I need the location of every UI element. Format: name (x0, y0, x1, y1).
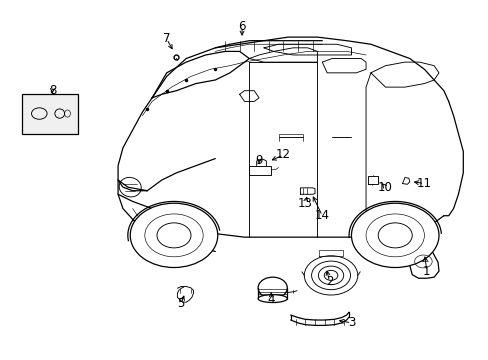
Text: 5: 5 (177, 297, 184, 310)
Text: 9: 9 (255, 154, 262, 167)
Text: 11: 11 (416, 177, 431, 190)
Circle shape (130, 203, 217, 267)
Text: 13: 13 (297, 197, 312, 210)
Bar (22, 94, 78, 134)
Text: 3: 3 (347, 316, 354, 329)
Text: 7: 7 (163, 32, 170, 45)
Text: 12: 12 (275, 148, 290, 162)
Circle shape (351, 203, 438, 267)
Text: 1: 1 (422, 265, 430, 278)
Text: 8: 8 (49, 84, 56, 97)
Text: 4: 4 (267, 293, 274, 306)
Text: 14: 14 (314, 209, 329, 222)
Text: 2: 2 (325, 275, 333, 288)
Text: 6: 6 (238, 20, 245, 33)
Ellipse shape (258, 295, 287, 302)
Text: 10: 10 (377, 181, 392, 194)
